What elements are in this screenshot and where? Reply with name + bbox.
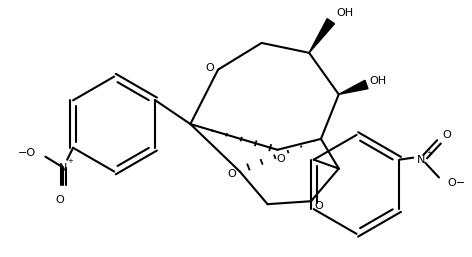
Text: O−: O− — [448, 178, 466, 188]
Text: O: O — [206, 63, 215, 73]
Text: OH: OH — [370, 76, 387, 86]
Text: O: O — [228, 169, 236, 179]
Text: O: O — [315, 201, 323, 211]
Text: O: O — [56, 195, 65, 205]
Text: +: + — [67, 158, 73, 164]
Text: O: O — [443, 130, 451, 140]
Text: N: N — [59, 163, 67, 172]
Text: O: O — [276, 154, 285, 164]
Polygon shape — [309, 19, 335, 53]
Text: N: N — [417, 155, 425, 165]
Text: −O: −O — [17, 148, 35, 158]
Text: OH: OH — [336, 8, 353, 18]
Polygon shape — [339, 80, 368, 94]
Text: +: + — [426, 150, 432, 156]
